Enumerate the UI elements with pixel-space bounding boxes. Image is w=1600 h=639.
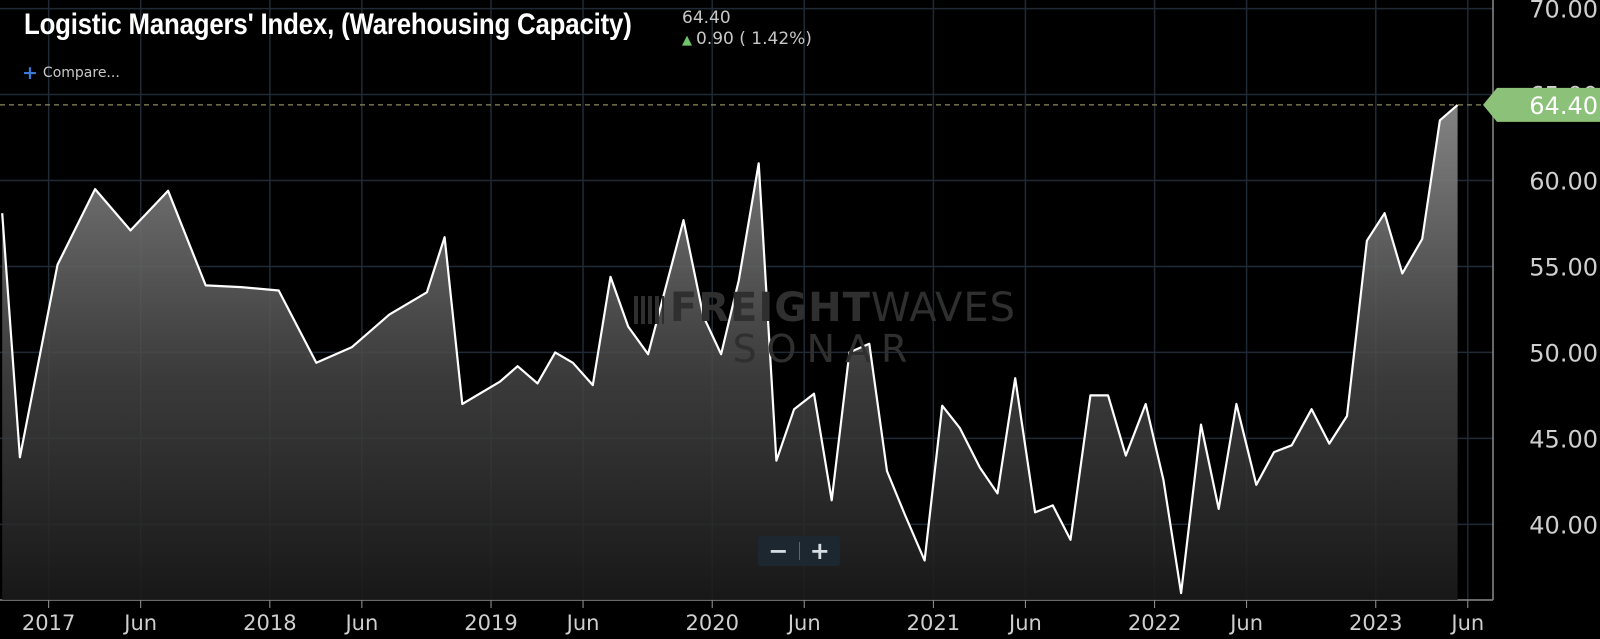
x-tick-label: 2020 — [685, 611, 738, 635]
quote-panel: 64.40 ▲ 0.90 ( 1.42%) — [682, 8, 812, 51]
x-tick-label: 2017 — [22, 611, 75, 635]
compare-button[interactable]: + Compare... — [22, 62, 120, 84]
y-tick-label: 55.00 — [1529, 253, 1598, 281]
x-tick-label: Jun — [343, 611, 378, 635]
series-line — [1, 104, 1459, 595]
x-tick-label: 2023 — [1349, 611, 1402, 635]
change-value: 0.90 — [696, 29, 734, 49]
last-value-badge — [1483, 87, 1600, 122]
y-tick-label: 40.00 — [1529, 511, 1598, 539]
change-percent: ( 1.42%) — [739, 29, 812, 49]
last-value-badge-label: 64.40 — [1529, 92, 1598, 120]
y-tick-label: 60.00 — [1529, 168, 1598, 196]
change-row: ▲ 0.90 ( 1.42%) — [682, 29, 812, 51]
compare-label: Compare... — [42, 65, 120, 81]
x-tick-label: 2018 — [243, 611, 296, 635]
x-tick-label: Jun — [786, 611, 821, 635]
zoom-in-button[interactable]: + — [809, 537, 830, 565]
zoom-out-button[interactable]: − — [768, 537, 789, 565]
series-area — [2, 104, 1458, 601]
x-tick-label: 2019 — [464, 611, 517, 635]
x-tick-label: Jun — [1449, 611, 1484, 635]
x-tick-label: Jun — [122, 611, 157, 635]
x-tick-label: 2021 — [907, 611, 960, 635]
plus-icon: + — [22, 62, 38, 84]
x-tick-label: 2022 — [1128, 611, 1181, 635]
y-tick-label: 50.00 — [1529, 339, 1598, 367]
x-tick-label: Jun — [1007, 611, 1042, 635]
y-tick-label: 45.00 — [1529, 425, 1598, 453]
up-arrow-icon: ▲ — [682, 33, 692, 48]
x-tick-label: Jun — [565, 611, 600, 635]
last-value: 64.40 — [682, 8, 731, 28]
zoom-divider — [798, 542, 800, 560]
x-tick-label: Jun — [1228, 611, 1263, 635]
y-tick-label: 70.00 — [1529, 0, 1598, 24]
chart-title: Logistic Managers' Index, (Warehousing C… — [24, 8, 632, 41]
zoom-control: − + — [758, 536, 840, 566]
